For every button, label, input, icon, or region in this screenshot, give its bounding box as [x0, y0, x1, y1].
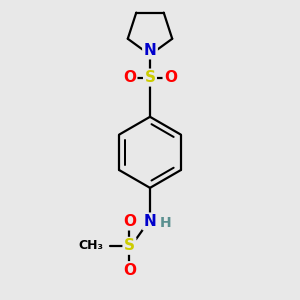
- Text: H: H: [159, 216, 171, 230]
- Text: N: N: [144, 214, 156, 229]
- Text: O: O: [164, 70, 177, 85]
- Text: O: O: [123, 262, 136, 278]
- Text: N: N: [144, 43, 156, 58]
- Text: CH₃: CH₃: [78, 239, 103, 252]
- Text: O: O: [123, 214, 136, 229]
- Text: S: S: [124, 238, 135, 253]
- Text: S: S: [145, 70, 155, 85]
- Text: O: O: [123, 70, 136, 85]
